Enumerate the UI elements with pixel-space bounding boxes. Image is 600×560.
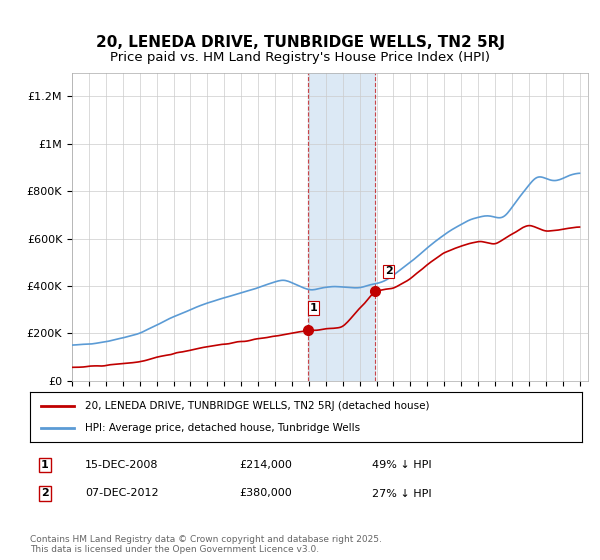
Text: 2: 2 xyxy=(41,488,49,498)
Text: 27% ↓ HPI: 27% ↓ HPI xyxy=(372,488,432,498)
Text: 1: 1 xyxy=(310,303,317,313)
Text: HPI: Average price, detached house, Tunbridge Wells: HPI: Average price, detached house, Tunb… xyxy=(85,423,361,433)
Text: 49% ↓ HPI: 49% ↓ HPI xyxy=(372,460,432,470)
Text: Price paid vs. HM Land Registry's House Price Index (HPI): Price paid vs. HM Land Registry's House … xyxy=(110,52,490,64)
Text: 2: 2 xyxy=(385,266,393,276)
Text: 20, LENEDA DRIVE, TUNBRIDGE WELLS, TN2 5RJ: 20, LENEDA DRIVE, TUNBRIDGE WELLS, TN2 5… xyxy=(95,35,505,50)
Text: Contains HM Land Registry data © Crown copyright and database right 2025.
This d: Contains HM Land Registry data © Crown c… xyxy=(30,535,382,554)
Text: 1: 1 xyxy=(41,460,49,470)
Text: £214,000: £214,000 xyxy=(240,460,293,470)
Text: £380,000: £380,000 xyxy=(240,488,293,498)
Bar xyxy=(308,73,376,381)
Text: 15-DEC-2008: 15-DEC-2008 xyxy=(85,460,158,470)
Text: 20, LENEDA DRIVE, TUNBRIDGE WELLS, TN2 5RJ (detached house): 20, LENEDA DRIVE, TUNBRIDGE WELLS, TN2 5… xyxy=(85,401,430,411)
Text: 07-DEC-2012: 07-DEC-2012 xyxy=(85,488,159,498)
